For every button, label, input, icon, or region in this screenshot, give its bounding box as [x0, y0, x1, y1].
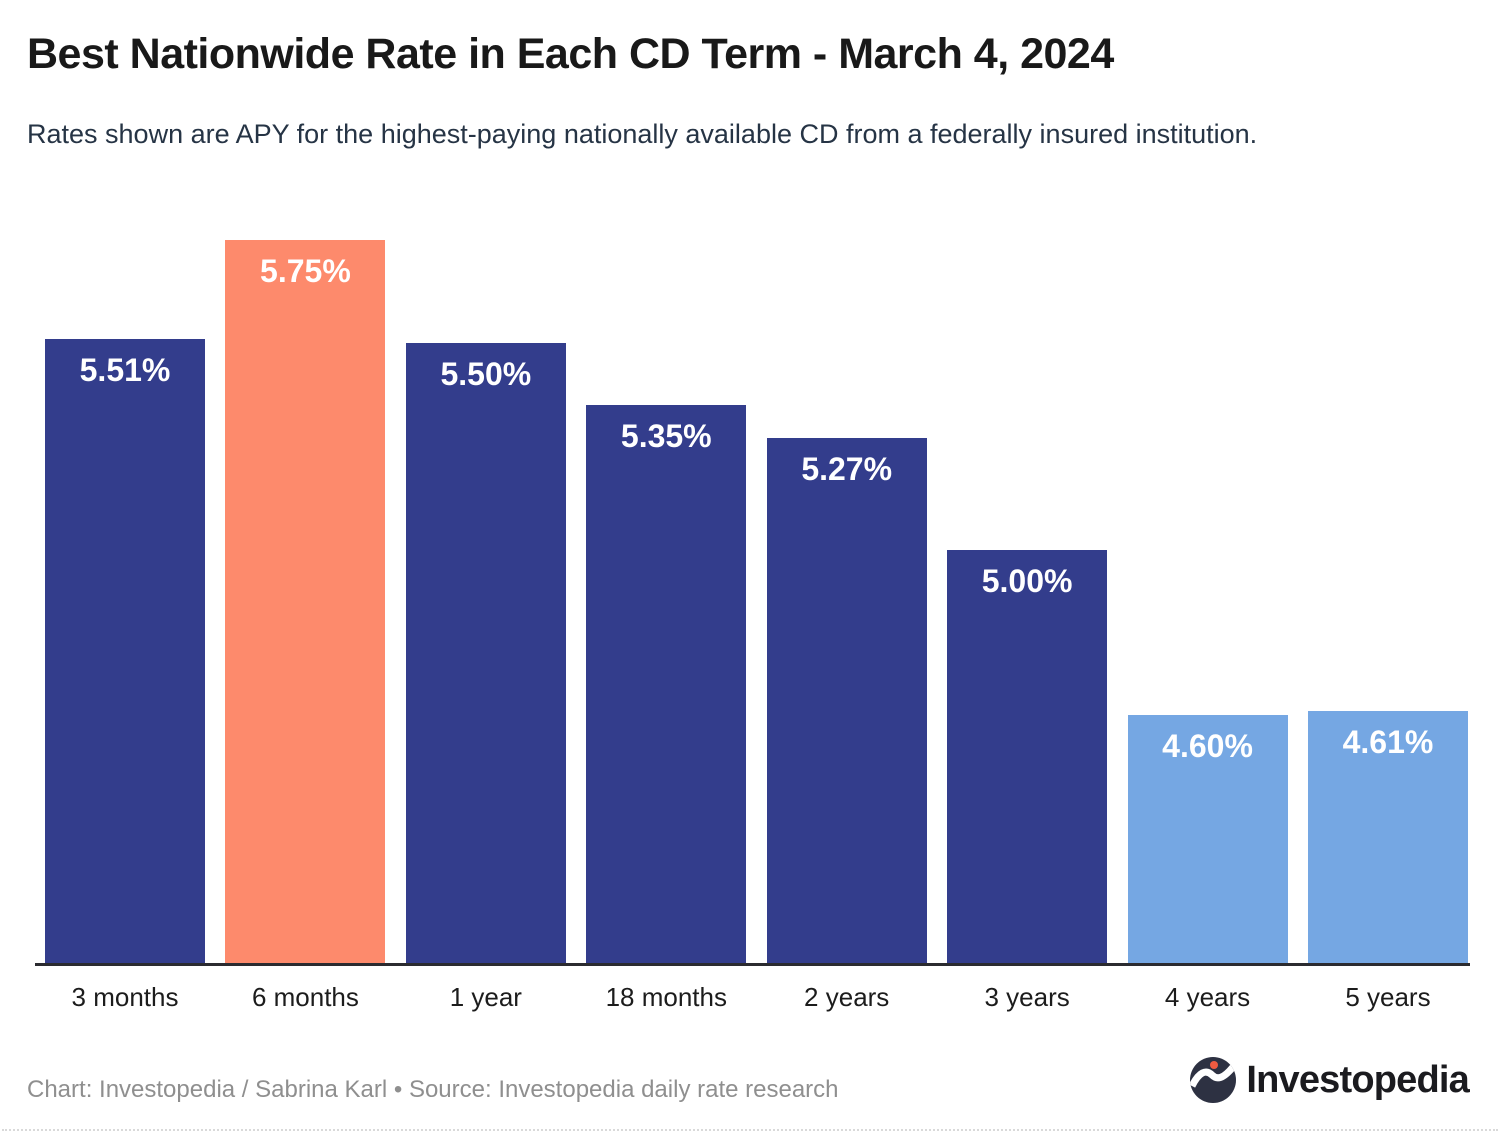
- investopedia-logo: Investopedia: [1190, 1055, 1470, 1105]
- bar-chart-plot-area: 5.51% 5.75% 5.50% 5.35% 5.27% 5.00% 4.60% 4.61%: [45, 240, 1468, 963]
- x-tick-label: 18 months: [605, 982, 727, 1012]
- x-tick-label: 1 year: [449, 982, 522, 1012]
- bar-3-months: 5.51%: [45, 339, 205, 963]
- bar-2-years: 5.27%: [766, 438, 927, 963]
- x-axis-tick-labels: 3 months 6 months 1 year 18 months 2 years 3 …: [45, 982, 1468, 1013]
- bar-value-label: 5.50%: [440, 356, 532, 392]
- bar-4-years: 4.60%: [1127, 715, 1288, 963]
- bar-value-label: 5.75%: [260, 253, 351, 289]
- x-tick-label: 6 months: [251, 982, 359, 1012]
- bar-value-label: 4.61%: [1342, 724, 1434, 760]
- x-tick-label: 2 years: [804, 982, 890, 1012]
- bar-value-label: 4.60%: [1162, 728, 1253, 764]
- x-axis-line: [35, 963, 1470, 966]
- x-tick-label: 3 months: [71, 982, 179, 1012]
- bar-3-years: 5.00%: [947, 550, 1108, 963]
- logo-dot: [1210, 1061, 1219, 1069]
- bar-value-label: 5.00%: [981, 563, 1073, 599]
- investopedia-logo-icon: [1190, 1057, 1237, 1103]
- bar-value-label: 5.51%: [79, 352, 171, 388]
- bar-1-year: 5.50%: [405, 343, 566, 963]
- x-tick-label: 5 years: [1345, 982, 1431, 1012]
- investopedia-wordmark: Investopedia: [1246, 1058, 1469, 1101]
- page-title: Best Nationwide Rate in Each CD Term - M…: [27, 30, 1114, 78]
- x-tick-label: 4 years: [1164, 982, 1251, 1012]
- x-tick-label: 3 years: [984, 982, 1070, 1012]
- bar-value-label: 5.35%: [620, 418, 712, 454]
- bar-value-label: 5.27%: [801, 451, 893, 487]
- bar-6-months: 5.75%: [225, 240, 386, 963]
- bar-5-years: 4.61%: [1307, 711, 1468, 963]
- bar-18-months: 5.35%: [586, 405, 747, 963]
- page-subtitle: Rates shown are APY for the highest-payi…: [27, 119, 1258, 149]
- credit-line: Chart: Investopedia / Sabrina Karl • Sou…: [27, 1076, 839, 1103]
- bottom-divider: [2, 1129, 1498, 1131]
